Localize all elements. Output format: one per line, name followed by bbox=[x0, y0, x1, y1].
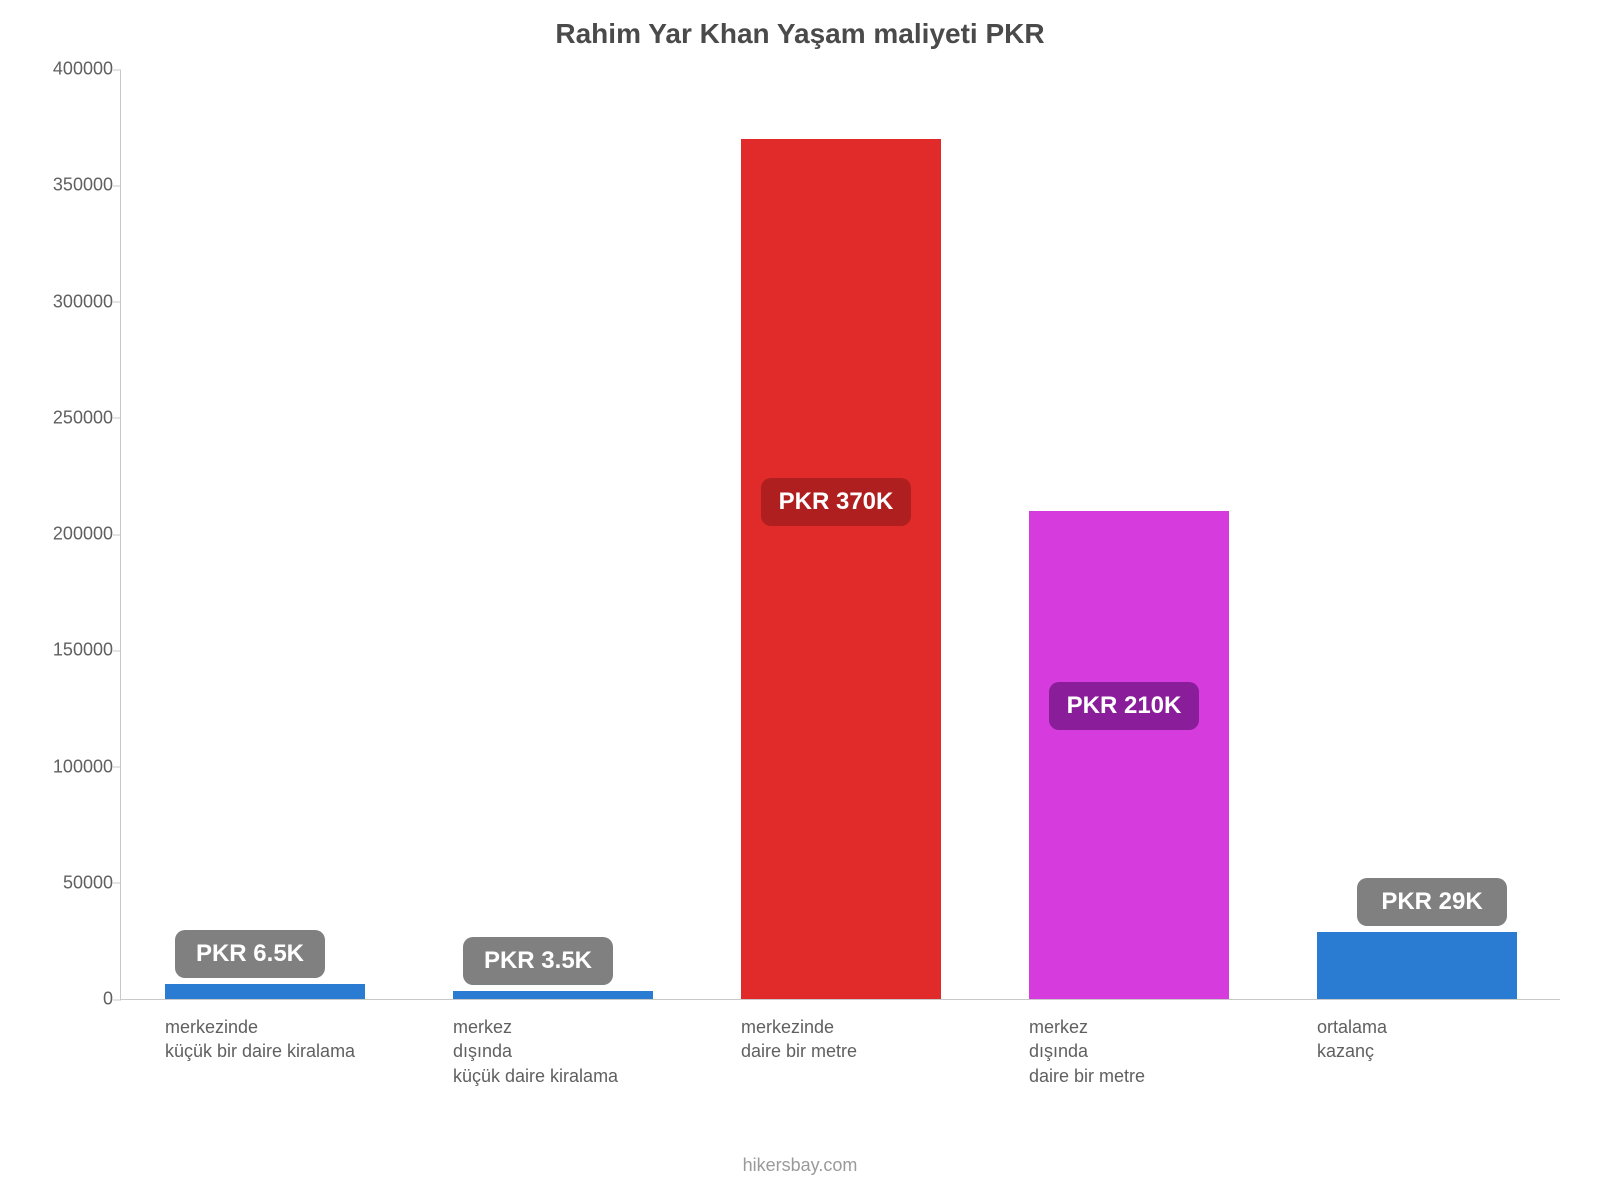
x-label-buy-center: merkezinde daire bir metre bbox=[741, 1015, 1029, 1064]
y-tick-label: 300000 bbox=[29, 291, 113, 312]
y-tick-label: 50000 bbox=[29, 872, 113, 893]
bar-rent-center bbox=[165, 984, 365, 999]
bar-avg-income bbox=[1317, 932, 1517, 999]
bar-buy-outside bbox=[1029, 511, 1229, 999]
value-badge-buy-center: PKR 370K bbox=[761, 478, 911, 526]
y-tick-label: 400000 bbox=[29, 59, 113, 80]
chart-credit: hikersbay.com bbox=[0, 1155, 1600, 1176]
value-badge-rent-center: PKR 6.5K bbox=[175, 930, 325, 978]
y-tick-label: 100000 bbox=[29, 756, 113, 777]
x-label-rent-outside: merkez dışında küçük daire kiralama bbox=[453, 1015, 741, 1088]
y-tick-label: 250000 bbox=[29, 407, 113, 428]
plot-area: 0500001000001500002000002500003000003500… bbox=[120, 70, 1560, 1000]
y-tick-label: 150000 bbox=[29, 640, 113, 661]
y-tick-label: 200000 bbox=[29, 524, 113, 545]
x-label-rent-center: merkezinde küçük bir daire kiralama bbox=[165, 1015, 453, 1064]
x-label-buy-outside: merkez dışında daire bir metre bbox=[1029, 1015, 1317, 1088]
value-badge-buy-outside: PKR 210K bbox=[1049, 682, 1199, 730]
y-tick-label: 350000 bbox=[29, 175, 113, 196]
value-badge-avg-income: PKR 29K bbox=[1357, 878, 1507, 926]
value-badge-rent-outside: PKR 3.5K bbox=[463, 937, 613, 985]
y-tick-label: 0 bbox=[29, 989, 113, 1010]
bar-buy-center bbox=[741, 139, 941, 999]
chart-container: Rahim Yar Khan Yaşam maliyeti PKR 050000… bbox=[0, 0, 1600, 1200]
bar-rent-outside bbox=[453, 991, 653, 999]
x-label-avg-income: ortalama kazanç bbox=[1317, 1015, 1600, 1064]
chart-title: Rahim Yar Khan Yaşam maliyeti PKR bbox=[0, 18, 1600, 50]
